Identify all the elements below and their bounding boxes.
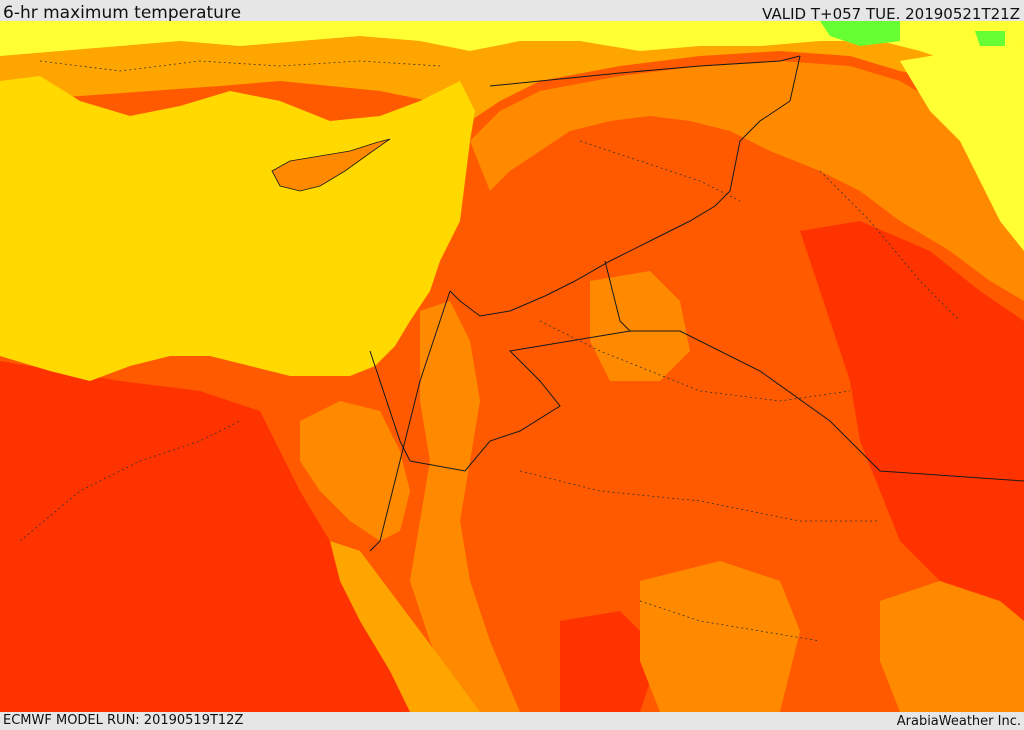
hot-zone-south <box>640 561 800 712</box>
credit-label: ArabiaWeather Inc. <box>896 714 1021 729</box>
map-canvas <box>0 21 1024 712</box>
temperature-map[interactable] <box>0 21 1024 712</box>
north-band <box>0 21 1024 121</box>
hot-zone-levant <box>470 61 1024 301</box>
header-bar: 6-hr maximum temperature VALID T+057 TUE… <box>0 0 1024 23</box>
hot-zone-se <box>880 581 1024 712</box>
footer-bar: ECMWF MODEL RUN: 20190519T12Z ArabiaWeat… <box>0 712 1024 729</box>
cyprus <box>271 138 391 192</box>
map-title: 6-hr maximum temperature <box>3 3 242 23</box>
hot-zone-jordan <box>590 271 690 381</box>
hot-zone-sinai <box>300 401 410 541</box>
hot-zone-rift <box>410 301 520 712</box>
hottest-zone-iraq <box>800 221 1024 641</box>
cool-zone-turkey <box>0 21 1024 61</box>
coolest-patch <box>820 21 900 46</box>
valid-time-label: VALID T+057 TUE. 20190521T21Z <box>762 5 1020 23</box>
country-borders <box>369 55 1024 552</box>
red-sea <box>330 541 480 712</box>
hottest-zone-red-patches <box>560 611 660 712</box>
model-run-label: ECMWF MODEL RUN: 20190519T12Z <box>3 713 244 728</box>
cool-zone-ne <box>900 41 1024 251</box>
hottest-zone-egypt <box>0 361 410 712</box>
province-borders <box>19 60 961 642</box>
coolest-patch-2 <box>975 31 1005 46</box>
